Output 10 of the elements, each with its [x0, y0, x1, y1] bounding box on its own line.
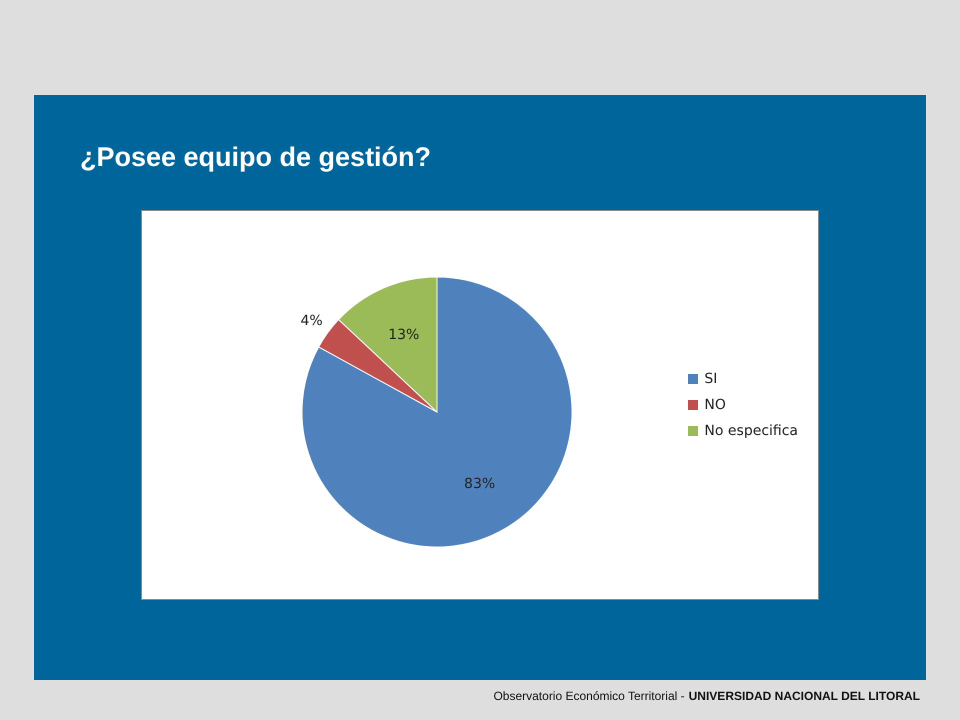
- chart-title: ¿Posee equipo de gestión?: [80, 142, 432, 173]
- legend-label: NO: [704, 397, 726, 413]
- data-label: 83%: [464, 476, 496, 492]
- legend-label: SI: [704, 371, 718, 387]
- pie-slice: [302, 276, 572, 548]
- data-label: 13%: [388, 327, 420, 344]
- text: UNIVERSIDAD NACIONAL DEL LITORAL: [688, 689, 920, 703]
- text: Observatorio Económico Territorial -: [493, 689, 685, 703]
- legend-label: No especifica: [704, 423, 798, 439]
- data-label: 4%: [300, 312, 323, 329]
